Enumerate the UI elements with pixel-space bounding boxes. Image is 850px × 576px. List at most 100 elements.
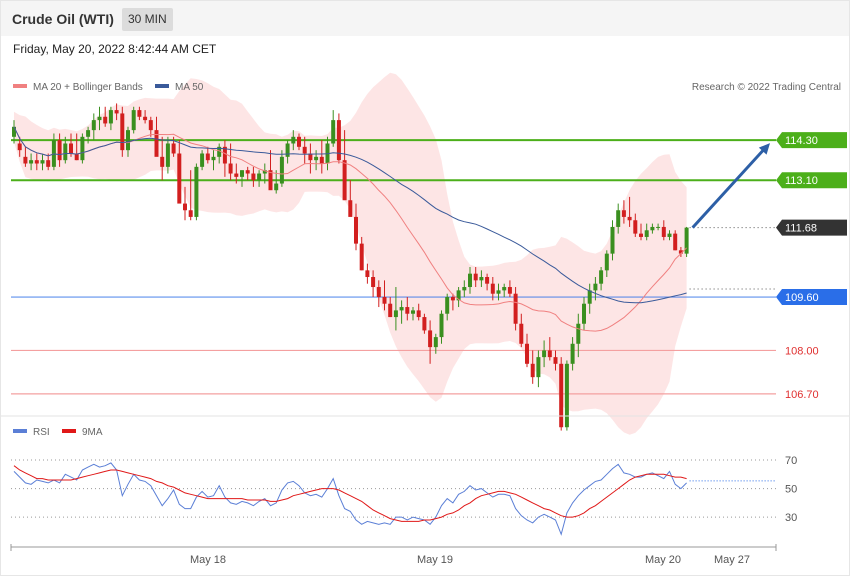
level-tag <box>776 219 847 236</box>
candle-body <box>536 357 541 378</box>
candle-body <box>114 110 119 114</box>
candle-body <box>445 297 450 314</box>
candle-body <box>678 250 683 254</box>
candle-body <box>439 313 444 338</box>
candle-body <box>331 120 336 144</box>
candle-body <box>639 233 643 237</box>
candle-body <box>143 116 148 121</box>
timeframe-badge[interactable]: 30 MIN <box>122 8 173 31</box>
candle-body <box>274 183 279 191</box>
ma50-legend-label: MA 50 <box>175 82 204 93</box>
projection-arrowhead <box>758 143 770 155</box>
candle-body <box>479 277 484 281</box>
x-tick-label: May 27 <box>714 554 750 566</box>
candle-body <box>257 173 262 181</box>
candle-body <box>17 143 22 151</box>
x-tick-label: May 19 <box>417 554 453 566</box>
candle-body <box>240 170 244 177</box>
candle-body <box>564 363 569 428</box>
candle-body <box>507 287 512 294</box>
candle-body <box>251 173 256 181</box>
candle-body <box>171 143 176 154</box>
candle-body <box>40 160 45 164</box>
candle-body <box>593 283 598 291</box>
candle-body <box>148 120 153 131</box>
bollinger-band <box>14 72 687 435</box>
candle-body <box>502 287 507 291</box>
candle-body <box>126 130 130 151</box>
candle-body <box>308 153 313 161</box>
candle-body <box>525 343 529 364</box>
candle-body <box>513 293 518 324</box>
rsi-tick-label: 50 <box>785 484 797 496</box>
candle-body <box>428 330 433 348</box>
candle-body <box>160 156 165 167</box>
candle-body <box>496 290 501 294</box>
candle-body <box>393 310 398 318</box>
level-label: 113.10 <box>785 175 818 187</box>
candle-body <box>382 297 387 304</box>
level-label: 106.70 <box>785 389 819 401</box>
candle-body <box>587 290 592 304</box>
candle-body <box>74 153 79 161</box>
candle-body <box>667 233 672 237</box>
candle-body <box>656 226 661 228</box>
candle-body <box>46 160 51 167</box>
candle-body <box>97 116 102 121</box>
candle-body <box>154 130 159 157</box>
candle-body <box>530 363 535 378</box>
candle-body <box>621 210 626 217</box>
instrument-title: Crude Oil (WTI) <box>12 11 114 27</box>
candle-body <box>673 233 678 251</box>
candle-body <box>268 170 273 191</box>
candle-body <box>108 110 113 124</box>
candle-body <box>188 210 193 217</box>
ma20-legend-label: MA 20 + Bollinger Bands <box>33 82 143 93</box>
candle-body <box>302 146 307 154</box>
candle-body <box>285 143 290 157</box>
rsi-ma-line <box>13 465 687 522</box>
rsi-ma-legend-label: 9MA <box>82 427 103 438</box>
candle-body <box>165 143 170 167</box>
candle-body <box>388 303 393 318</box>
candle-body <box>354 216 358 244</box>
level-label: 111.68 <box>785 223 817 235</box>
candle-body <box>279 156 284 184</box>
candle-body <box>559 363 564 428</box>
candle-body <box>553 357 558 364</box>
candle-body <box>183 203 187 211</box>
candle-body <box>371 277 376 288</box>
candle-body <box>365 270 370 278</box>
candle-body <box>80 136 85 161</box>
candle-body <box>297 136 301 147</box>
candle-body <box>661 226 666 237</box>
candle-body <box>342 160 347 201</box>
candle-body <box>222 146 227 164</box>
candle-body <box>359 243 364 271</box>
rsi-ma-legend-swatch <box>62 429 76 433</box>
candle-body <box>262 170 267 174</box>
candle-body <box>582 303 586 324</box>
x-tick-label: May 20 <box>645 554 681 566</box>
candle-body <box>422 317 427 331</box>
projection-arrow <box>691 146 768 229</box>
candle-body <box>490 283 495 294</box>
credit-label: Research © 2022 Trading Central <box>692 82 841 93</box>
candle-body <box>314 156 319 161</box>
candle-body <box>650 226 655 231</box>
rsi-legend-swatch <box>13 429 27 433</box>
candle-body <box>411 310 415 314</box>
candle-body <box>547 350 552 358</box>
candle-body <box>576 323 581 344</box>
level-tag <box>776 132 847 149</box>
candle-body <box>627 216 632 221</box>
candle-body <box>200 153 205 167</box>
candle-body <box>34 160 39 164</box>
rsi-tick-label: 70 <box>785 455 797 467</box>
candle-body <box>194 166 199 217</box>
candle-body <box>57 140 62 161</box>
candle-body <box>245 170 250 174</box>
candle-body <box>684 227 689 254</box>
chart-header: Crude Oil (WTI) 30 MIN <box>1 1 849 36</box>
candle-body <box>69 143 73 154</box>
